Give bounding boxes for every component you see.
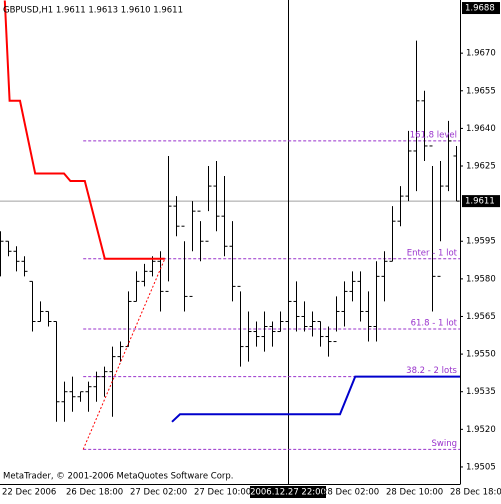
- x-tick-label: 28 Dec 18:0: [450, 488, 501, 498]
- x-tick-label: 28 Dec 10:00: [386, 488, 443, 498]
- chart-title: GBPUSD,H1 1.9611 1.9613 1.9610 1.9611: [3, 6, 183, 16]
- price-box-label: 1.9688: [465, 4, 495, 14]
- y-tick-label: 1.9655: [466, 86, 496, 96]
- y-tick-label: 1.9565: [466, 312, 496, 322]
- fib-level-label: Swing: [432, 439, 458, 449]
- price-box: [462, 195, 500, 208]
- y-tick-label: 1.9505: [466, 462, 496, 472]
- indicator-line: [3, 0, 165, 260]
- x-tick-label: 22 Dec 2006: [2, 488, 56, 498]
- fib-level-label: 38.2 - 2 lots: [406, 366, 457, 376]
- price-box: [462, 2, 500, 15]
- y-tick-label: 1.9670: [466, 49, 496, 59]
- indicator-line: [171, 375, 460, 423]
- x-tick-label: 27 Dec 10:00: [194, 488, 251, 498]
- y-tick-label: 1.9595: [466, 237, 496, 247]
- fib-level-label: 61.8 - 1 lot: [411, 319, 458, 329]
- footer: MetaTrader, © 2001-2006 MetaQuotes Softw…: [3, 472, 233, 482]
- crosshair-label: 2006.12.27 22:00: [250, 488, 326, 498]
- y-tick-label: 1.9520: [466, 425, 496, 435]
- y-tick-label: 1.9535: [466, 387, 496, 397]
- indicator-line: [82, 258, 166, 450]
- y-tick-label: 1.9640: [466, 124, 496, 134]
- fib-level-label: Enter - 1 lot: [407, 248, 458, 258]
- y-tick-label: 1.9550: [466, 350, 496, 360]
- x-tick-label: 28 Dec 02:00: [322, 488, 379, 498]
- fib-level-label: 161.8 level: [410, 130, 457, 140]
- plot-area: [0, 0, 460, 484]
- crosshair-box: [250, 486, 326, 498]
- y-tick-label: 1.9625: [466, 162, 496, 172]
- price-box-label: 1.9611: [465, 197, 495, 207]
- x-tick-label: 26 Dec 18:00: [66, 488, 123, 498]
- x-tick-label: 27 Dec 02:00: [130, 488, 187, 498]
- y-tick-label: 1.9580: [466, 274, 496, 284]
